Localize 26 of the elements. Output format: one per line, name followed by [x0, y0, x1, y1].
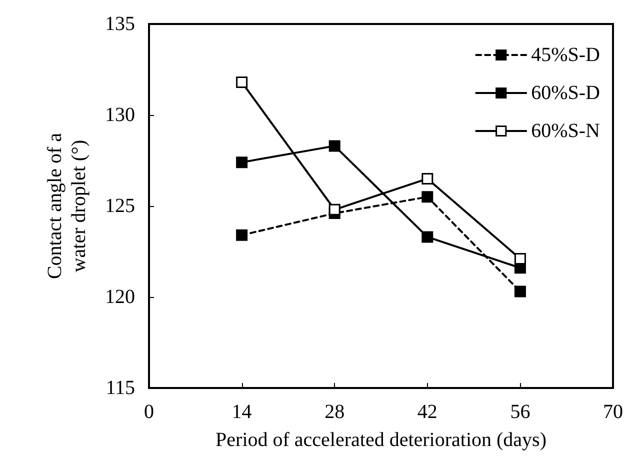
- point: [422, 231, 434, 243]
- point: [514, 253, 526, 265]
- point: [514, 286, 526, 298]
- point: [236, 229, 248, 241]
- legend-label: 60%S-N: [531, 120, 600, 142]
- point: [236, 76, 248, 88]
- x-tick-label: 14: [232, 401, 252, 423]
- point: [236, 156, 248, 168]
- y-tick-label: 135: [105, 13, 135, 35]
- legend-label: 45%S-D: [531, 44, 600, 66]
- y-tick-label: 120: [105, 286, 135, 308]
- point: [422, 191, 434, 203]
- point: [328, 140, 340, 152]
- y-tick-label: 130: [105, 104, 135, 126]
- legend-label: 60%S-D: [531, 82, 600, 104]
- x-tick-label: 70: [603, 401, 623, 423]
- y-tick-label: 125: [105, 195, 135, 217]
- x-tick-label: 0: [144, 401, 154, 423]
- point: [328, 204, 340, 216]
- x-tick-label: 56: [510, 401, 530, 423]
- point: [422, 172, 434, 184]
- x-tick-label: 42: [417, 401, 438, 423]
- y-tick-label: 115: [106, 377, 135, 399]
- y-axis-title: Contact angle of a water droplet (°): [44, 132, 90, 280]
- x-axis-title: Period of accelerated deterioration (days): [216, 429, 546, 451]
- x-tick-label: 28: [324, 401, 345, 423]
